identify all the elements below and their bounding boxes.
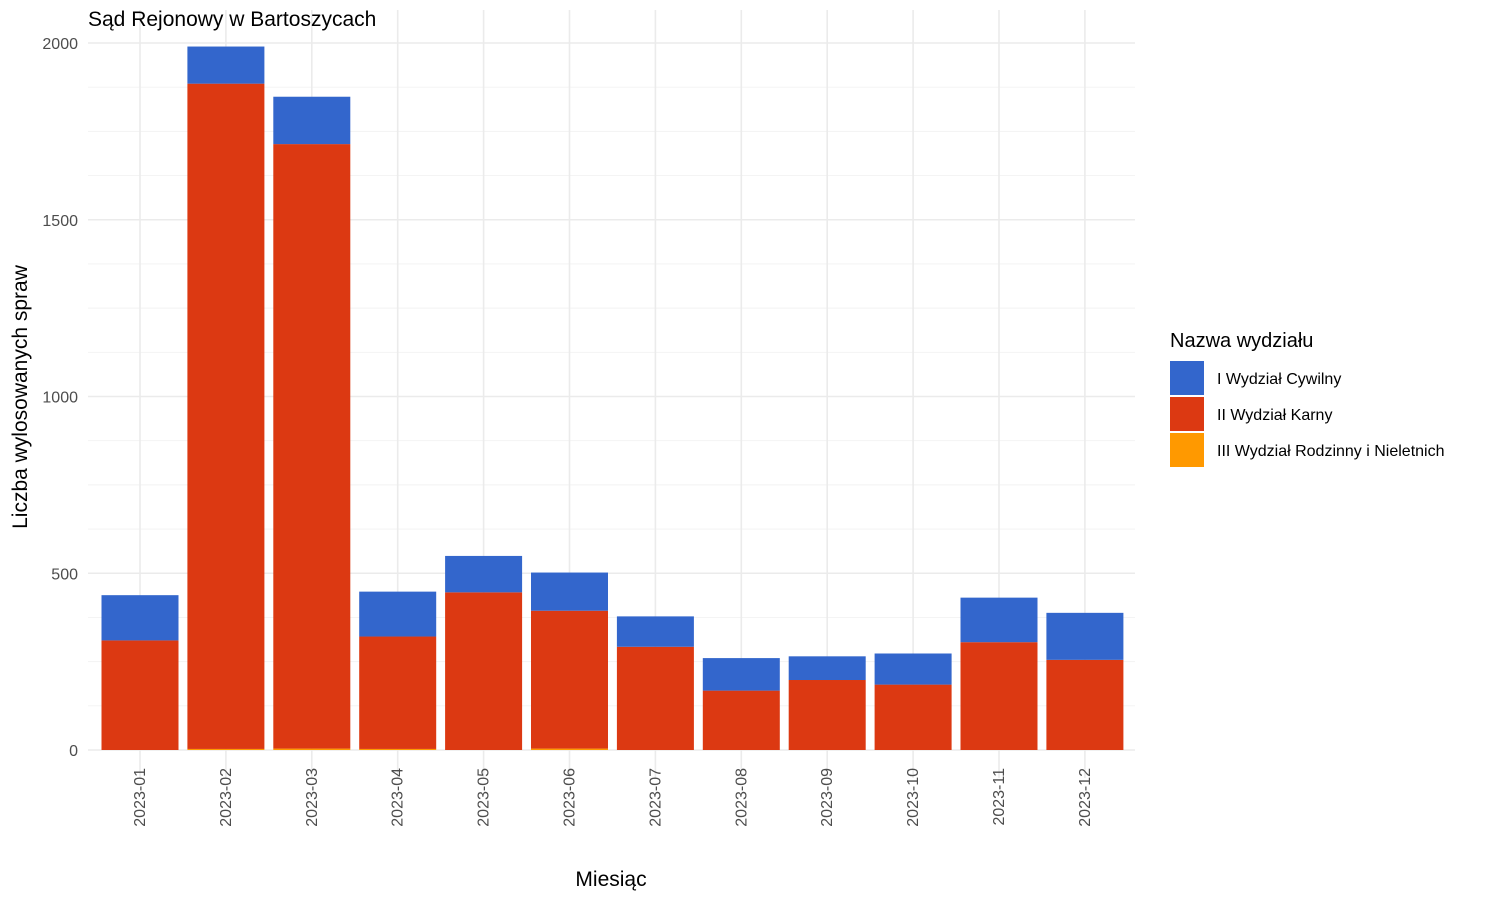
bar-segment	[616, 616, 694, 647]
legend-label: III Wydział Rodzinny i Nieletnich	[1217, 443, 1445, 460]
chart-title: Sąd Rejonowy w Bartoszycach	[88, 8, 376, 31]
bar-segment	[101, 640, 179, 750]
bar-segment	[616, 646, 694, 750]
bar-segment	[187, 748, 265, 750]
y-tick-label: 0	[69, 743, 78, 760]
x-tick-label: 2023-06	[562, 768, 579, 827]
bar-segment	[359, 636, 437, 749]
bar-segment	[359, 748, 437, 750]
bar-segment	[531, 748, 608, 750]
x-axis-tick-labels: 2023-01 2023-02 2023-03 2023-04 2023-05 2023-…	[132, 768, 1094, 827]
x-tick-label: 2023-02	[218, 768, 235, 827]
legend-label: II Wydział Karny	[1217, 407, 1332, 424]
bar-segment	[187, 83, 265, 749]
bar-segment	[788, 680, 866, 750]
x-tick-label: 2023-01	[132, 768, 149, 827]
legend-swatch	[1170, 433, 1204, 467]
bar-segment	[1046, 612, 1124, 660]
y-tick-label: 1000	[42, 390, 78, 407]
bar-segment	[273, 96, 351, 145]
bar-segment	[874, 653, 952, 685]
bar-segment	[788, 656, 866, 681]
x-tick-label: 2023-05	[476, 768, 493, 827]
bar-segment	[960, 597, 1038, 643]
bar-segment	[531, 610, 608, 749]
x-axis-title: Miesiąc	[575, 868, 646, 891]
x-tick-label: 2023-12	[1077, 768, 1094, 827]
bar-segment	[702, 690, 780, 750]
x-tick-label: 2023-10	[905, 768, 922, 827]
x-tick-label: 2023-08	[733, 768, 750, 827]
y-axis-title: Liczba wylosowanych spraw	[9, 264, 32, 529]
legend-title: Nazwa wydziału	[1170, 330, 1313, 352]
bar-segment	[101, 595, 179, 641]
bar-segment	[187, 46, 265, 84]
y-tick-label: 2000	[42, 36, 78, 53]
bar-segment	[273, 144, 351, 749]
bar-segment	[531, 572, 608, 611]
x-tick-label: 2023-04	[390, 768, 407, 827]
x-tick-label: 2023-07	[647, 768, 664, 827]
legend-swatch	[1170, 397, 1204, 431]
bars	[101, 46, 1124, 750]
bar-segment	[1046, 659, 1124, 750]
y-axis-tick-labels: 0 500 1000 1500 2000	[42, 36, 78, 760]
bar-segment	[445, 592, 523, 750]
y-tick-label: 500	[51, 566, 78, 583]
bar-segment	[874, 684, 952, 750]
bar-segment	[702, 658, 780, 691]
legend: Nazwa wydziału I Wydział Cywilny II Wydzi…	[1170, 330, 1445, 467]
x-tick-label: 2023-11	[991, 768, 1008, 826]
bar-segment	[960, 642, 1038, 750]
x-tick-label: 2023-09	[819, 768, 836, 827]
bar-segment	[445, 555, 523, 593]
bar-segment	[359, 591, 437, 637]
y-tick-label: 1500	[42, 213, 78, 230]
legend-swatch	[1170, 361, 1204, 395]
bar-segment	[273, 748, 351, 750]
legend-label: I Wydział Cywilny	[1217, 371, 1341, 388]
x-tick-label: 2023-03	[304, 768, 321, 827]
